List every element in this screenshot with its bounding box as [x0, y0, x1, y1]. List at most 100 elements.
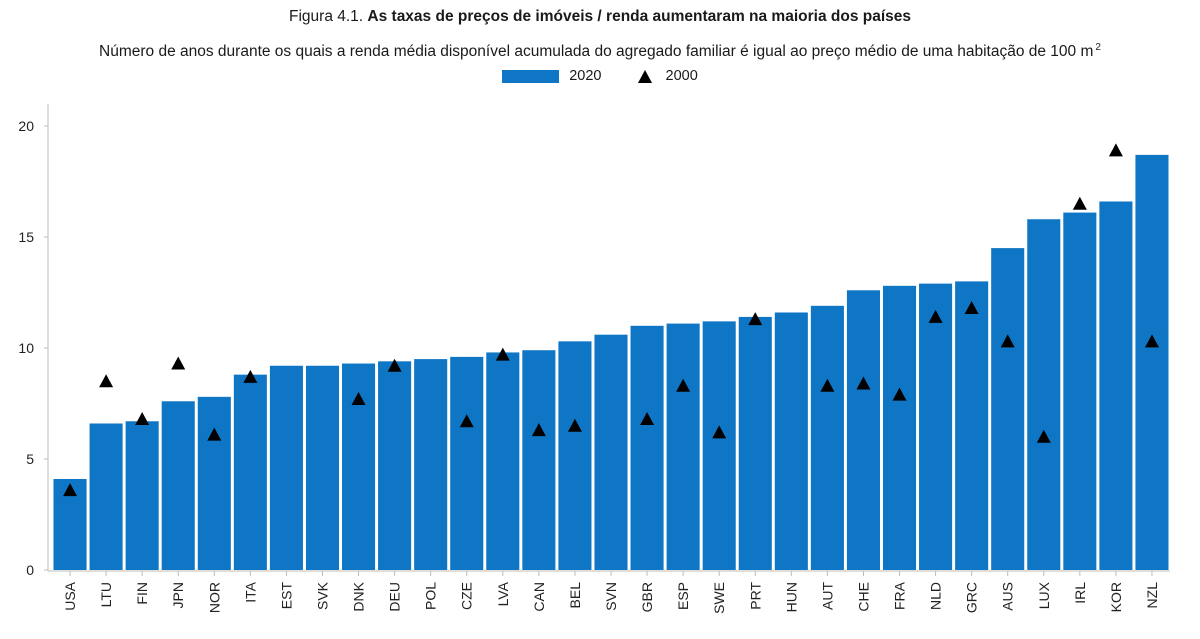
x-tick-label-can: CAN	[531, 582, 547, 612]
marker-2000-gbr	[640, 412, 655, 426]
x-tick-label-fin: FIN	[134, 582, 150, 605]
marker-2000-swe	[712, 425, 727, 439]
x-tick-label-irl: IRL	[1072, 582, 1088, 604]
x-tick-label-esp: ESP	[675, 582, 691, 610]
legend-triangle-icon	[637, 69, 652, 83]
x-tick-label-lux: LUX	[1036, 581, 1052, 609]
x-tick-label-prt: PRT	[747, 582, 763, 610]
bar-2020-lva	[486, 352, 520, 570]
x-tick-label-nor: NOR	[206, 582, 222, 613]
figure-number: Figura 4.1.	[289, 8, 368, 25]
chart-title: Figura 4.1. As taxas de preços de imóvei…	[0, 7, 1200, 27]
bar-2020-gbr	[630, 325, 664, 570]
chart-legend: 2020 2000	[0, 68, 1200, 84]
marker-2000-bel	[567, 418, 582, 432]
x-tick-label-fra: FRA	[892, 581, 908, 610]
marker-2000-che	[856, 376, 871, 390]
bar-2020-esp	[666, 323, 700, 570]
bar-2020-fra	[882, 285, 917, 570]
x-tick-label-est: EST	[278, 582, 294, 610]
marker-2000-can	[531, 423, 546, 437]
x-tick-label-ita: ITA	[242, 581, 258, 602]
figure-title: As taxas de preços de imóveis / renda au…	[367, 8, 911, 25]
bar-2020-hun	[774, 312, 808, 570]
bar-2020-nzl	[1135, 154, 1169, 571]
bar-2020-bel	[558, 341, 592, 570]
marker-2000-nld	[928, 309, 943, 323]
x-tick-label-nzl: NZL	[1144, 582, 1160, 609]
marker-2000-grc	[964, 301, 979, 315]
x-tick-label-kor: KOR	[1108, 582, 1124, 612]
x-tick-label-pol: POL	[423, 582, 439, 610]
marker-2000-deu	[387, 358, 402, 372]
bar-2020-cze	[450, 356, 484, 570]
x-tick-label-jpn: JPN	[170, 582, 186, 608]
x-tick-label-bel: BEL	[567, 582, 583, 609]
bar-2020-prt	[738, 316, 772, 570]
x-tick-label-aus: AUS	[1000, 582, 1016, 611]
marker-2000-esp	[676, 378, 691, 392]
y-tick-label: 0	[26, 562, 34, 578]
bar-2020-grc	[955, 281, 989, 570]
bar-2020-aut	[810, 305, 844, 570]
x-tick-label-usa: USA	[62, 581, 78, 610]
bar-2020-nor	[197, 396, 231, 570]
marker-2000-kor	[1108, 143, 1123, 157]
y-tick-label: 5	[26, 451, 34, 467]
bar-2020-ltu	[89, 423, 123, 570]
bar-2020-svn	[594, 334, 628, 570]
x-tick-label-grc: GRC	[964, 582, 980, 613]
bar-2020-lux	[1027, 219, 1061, 571]
x-tick-label-hun: HUN	[783, 582, 799, 612]
bar-2020-est	[269, 365, 303, 570]
marker-2000-ita	[243, 369, 258, 383]
marker-2000-lux	[1036, 429, 1051, 443]
x-tick-label-nld: NLD	[928, 582, 944, 610]
bar-2020-aus	[991, 248, 1025, 570]
y-tick-label: 10	[18, 340, 34, 356]
chart-subtitle: Número de anos durante os quais a renda …	[0, 38, 1200, 62]
marker-2000-ltu	[99, 374, 114, 388]
x-tick-label-deu: DEU	[387, 582, 403, 612]
x-tick-label-cze: CZE	[459, 582, 475, 610]
bar-2020-pol	[414, 359, 448, 570]
bar-2020-can	[522, 350, 556, 570]
marker-2000-aus	[1000, 334, 1015, 348]
x-tick-label-che: CHE	[855, 582, 871, 612]
x-tick-label-gbr: GBR	[639, 582, 655, 612]
x-tick-label-lva: LVA	[495, 581, 511, 606]
x-tick-label-ltu: LTU	[98, 582, 114, 607]
legend-swatch-bar	[502, 69, 560, 83]
legend-label-2000: 2000	[665, 68, 698, 84]
x-tick-label-svk: SVK	[314, 581, 330, 610]
bar-2020-ita	[233, 374, 267, 570]
x-tick-label-svn: SVN	[603, 582, 619, 611]
bar-2020-kor	[1099, 201, 1133, 571]
bar-2020-nld	[919, 283, 953, 570]
marker-2000-fin	[135, 412, 150, 426]
marker-2000-usa	[63, 483, 78, 497]
x-tick-label-dnk: DNK	[351, 581, 367, 611]
legend-label-2020: 2020	[569, 68, 602, 84]
bar-2020-irl	[1063, 212, 1097, 570]
marker-2000-jpn	[171, 356, 186, 370]
subtitle-superscript: 2	[1095, 42, 1101, 53]
bar-2020-che	[846, 290, 880, 570]
y-tick-label: 20	[18, 118, 34, 134]
x-tick-label-swe: SWE	[711, 582, 727, 614]
bar-2020-swe	[702, 321, 736, 570]
bar-2020-deu	[378, 361, 412, 570]
marker-2000-lva	[495, 347, 510, 361]
marker-2000-nor	[207, 427, 222, 441]
marker-2000-irl	[1072, 196, 1087, 210]
marker-2000-dnk	[351, 392, 366, 406]
bar-2020-fin	[125, 421, 159, 570]
legend-item-2020: 2020	[502, 68, 602, 84]
marker-2000-cze	[459, 414, 474, 428]
legend-item-2000: 2000	[637, 68, 698, 84]
subtitle-text: Número de anos durante os quais a renda …	[99, 43, 1094, 60]
bar-2020-jpn	[161, 401, 195, 570]
marker-2000-aut	[820, 378, 835, 392]
y-tick-label: 15	[18, 229, 34, 245]
